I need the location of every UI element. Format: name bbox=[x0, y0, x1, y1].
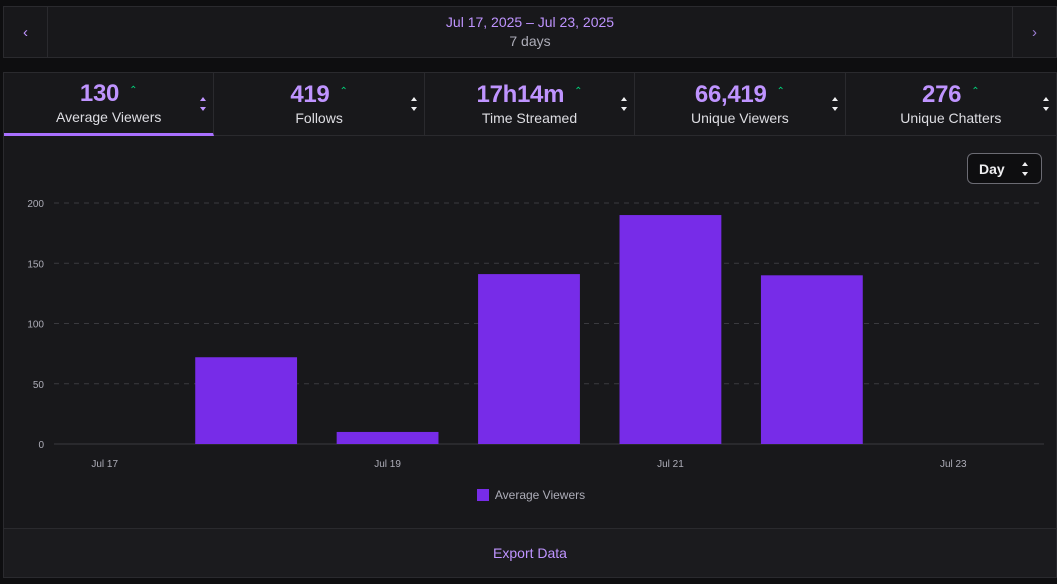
date-range-label: Jul 17, 2025 – Jul 23, 2025 bbox=[445, 14, 615, 30]
sort-icon bbox=[1042, 97, 1050, 111]
granularity-selected-value: Day bbox=[979, 160, 1005, 177]
date-range-display[interactable]: Jul 17, 2025 – Jul 23, 2025 7 days bbox=[48, 7, 1012, 57]
chevron-left-icon: ‹ bbox=[23, 23, 28, 41]
bar-chart-svg: 0 50 100 150 200 Jul 17 Jul 19 Jul 21 Jul 23 bbox=[27, 199, 1044, 470]
x-tick-label: Jul 19 bbox=[374, 459, 401, 470]
y-tick-label: 200 bbox=[27, 199, 44, 210]
trend-up-icon: ⌃ bbox=[129, 84, 138, 96]
trend-up-icon: ⌃ bbox=[776, 86, 785, 97]
stat-label: Follows bbox=[295, 110, 343, 126]
stat-value: 130 bbox=[79, 79, 120, 107]
bar-jul-20 bbox=[478, 274, 580, 444]
stat-value: 419 bbox=[290, 81, 330, 108]
stat-label: Unique Chatters bbox=[900, 110, 1002, 126]
stat-tab-time-streamed[interactable]: 17h14m ⌃ Time Streamed bbox=[425, 73, 636, 136]
stat-value: 66,419 bbox=[694, 81, 767, 108]
y-tick-label: 100 bbox=[27, 320, 44, 331]
legend-swatch bbox=[476, 489, 489, 501]
y-tick-label: 0 bbox=[38, 440, 44, 451]
stat-tab-follows[interactable]: 419 ⌃ Follows bbox=[214, 73, 425, 136]
trend-up-icon: ⌃ bbox=[574, 86, 583, 97]
date-range-bar: ‹ Jul 17, 2025 – Jul 23, 2025 7 days › bbox=[3, 6, 1057, 58]
chevron-right-icon: › bbox=[1032, 23, 1037, 41]
export-data-button[interactable]: Export Data bbox=[493, 545, 567, 561]
sort-icon bbox=[620, 97, 628, 111]
sort-icon bbox=[831, 97, 839, 111]
trend-up-icon: ⌃ bbox=[339, 86, 348, 97]
stat-tab-unique-chatters[interactable]: 276 ⌃ Unique Chatters bbox=[846, 73, 1056, 136]
previous-period-button[interactable]: ‹ bbox=[4, 7, 48, 57]
sort-icon bbox=[410, 97, 418, 111]
x-tick-label: Jul 23 bbox=[940, 459, 967, 470]
bar-jul-19 bbox=[336, 431, 439, 444]
stat-tabs: 130 ⌃ Average Viewers 419 ⌃ Follows 17h1… bbox=[4, 73, 1056, 136]
bar-jul-18 bbox=[195, 357, 298, 444]
y-tick-label: 50 bbox=[33, 380, 45, 391]
bar-jul-22 bbox=[760, 275, 863, 444]
x-tick-label: Jul 17 bbox=[91, 459, 118, 470]
stat-value: 276 bbox=[922, 81, 962, 108]
stat-label: Unique Viewers bbox=[691, 110, 789, 126]
stat-tab-average-viewers[interactable]: 130 ⌃ Average Viewers bbox=[4, 73, 215, 136]
export-bar: Export Data bbox=[4, 528, 1056, 577]
stat-label: Average Viewers bbox=[56, 108, 162, 125]
bar-jul-21 bbox=[619, 215, 722, 444]
stat-value: 17h14m bbox=[476, 81, 565, 108]
y-tick-label: 150 bbox=[27, 259, 44, 270]
granularity-select[interactable]: Day bbox=[967, 153, 1042, 184]
stat-label: Time Streamed bbox=[481, 110, 578, 126]
date-range-duration: 7 days bbox=[509, 33, 551, 49]
average-viewers-chart: 0 50 100 150 200 Jul 17 Jul 19 Jul 21 Jul 23 bbox=[4, 193, 1057, 533]
stats-panel: 130 ⌃ Average Viewers 419 ⌃ Follows 17h1… bbox=[3, 72, 1057, 578]
chart-legend[interactable]: Average Viewers bbox=[4, 488, 1057, 502]
stat-tab-unique-viewers[interactable]: 66,419 ⌃ Unique Viewers bbox=[635, 73, 846, 136]
legend-label: Average Viewers bbox=[494, 488, 586, 502]
trend-up-icon: ⌃ bbox=[971, 86, 980, 97]
select-chevron-icon bbox=[1021, 162, 1029, 176]
sort-icon bbox=[199, 97, 207, 111]
x-tick-label: Jul 21 bbox=[657, 459, 684, 470]
next-period-button[interactable]: › bbox=[1012, 7, 1056, 57]
